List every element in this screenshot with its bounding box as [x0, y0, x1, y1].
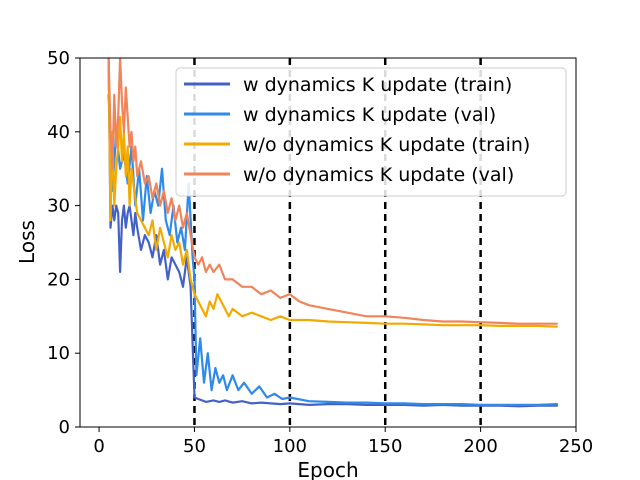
- y-tick-label: 50: [47, 48, 70, 69]
- legend-label: w/o dynamics K update (train): [243, 134, 530, 156]
- y-axis-ticks: 0 10 20 30 40 50: [47, 48, 80, 438]
- plot-frame: [79, 57, 577, 428]
- series-line: [107, 58, 559, 328]
- x-tick-label: 0: [93, 436, 104, 457]
- series-line: [107, 58, 559, 325]
- series-line: [107, 93, 559, 406]
- x-tick-label: 200: [463, 436, 497, 457]
- series-lines: [107, 58, 559, 408]
- legend: w dynamics K update (train) w dynamics K …: [175, 67, 567, 197]
- x-tick-label: 50: [183, 436, 206, 457]
- y-axis-label: Loss: [15, 220, 39, 264]
- y-tick-label: 0: [59, 417, 70, 438]
- x-axis-label: Epoch: [297, 458, 358, 480]
- legend-label: w/o dynamics K update (val): [243, 164, 514, 186]
- y-tick-label: 10: [47, 343, 70, 364]
- series-line: [107, 58, 559, 408]
- x-tick-label: 100: [273, 436, 307, 457]
- legend-label: w dynamics K update (val): [243, 104, 496, 126]
- y-tick-label: 20: [47, 269, 70, 290]
- x-axis-ticks: 0 50 100 150 200 250: [93, 427, 593, 457]
- x-tick-label: 150: [368, 436, 402, 457]
- legend-label: w dynamics K update (train): [243, 74, 512, 96]
- y-tick-label: 40: [47, 122, 70, 143]
- legend-frame: [175, 67, 567, 197]
- y-tick-label: 30: [47, 196, 70, 217]
- x-tick-label: 250: [559, 436, 593, 457]
